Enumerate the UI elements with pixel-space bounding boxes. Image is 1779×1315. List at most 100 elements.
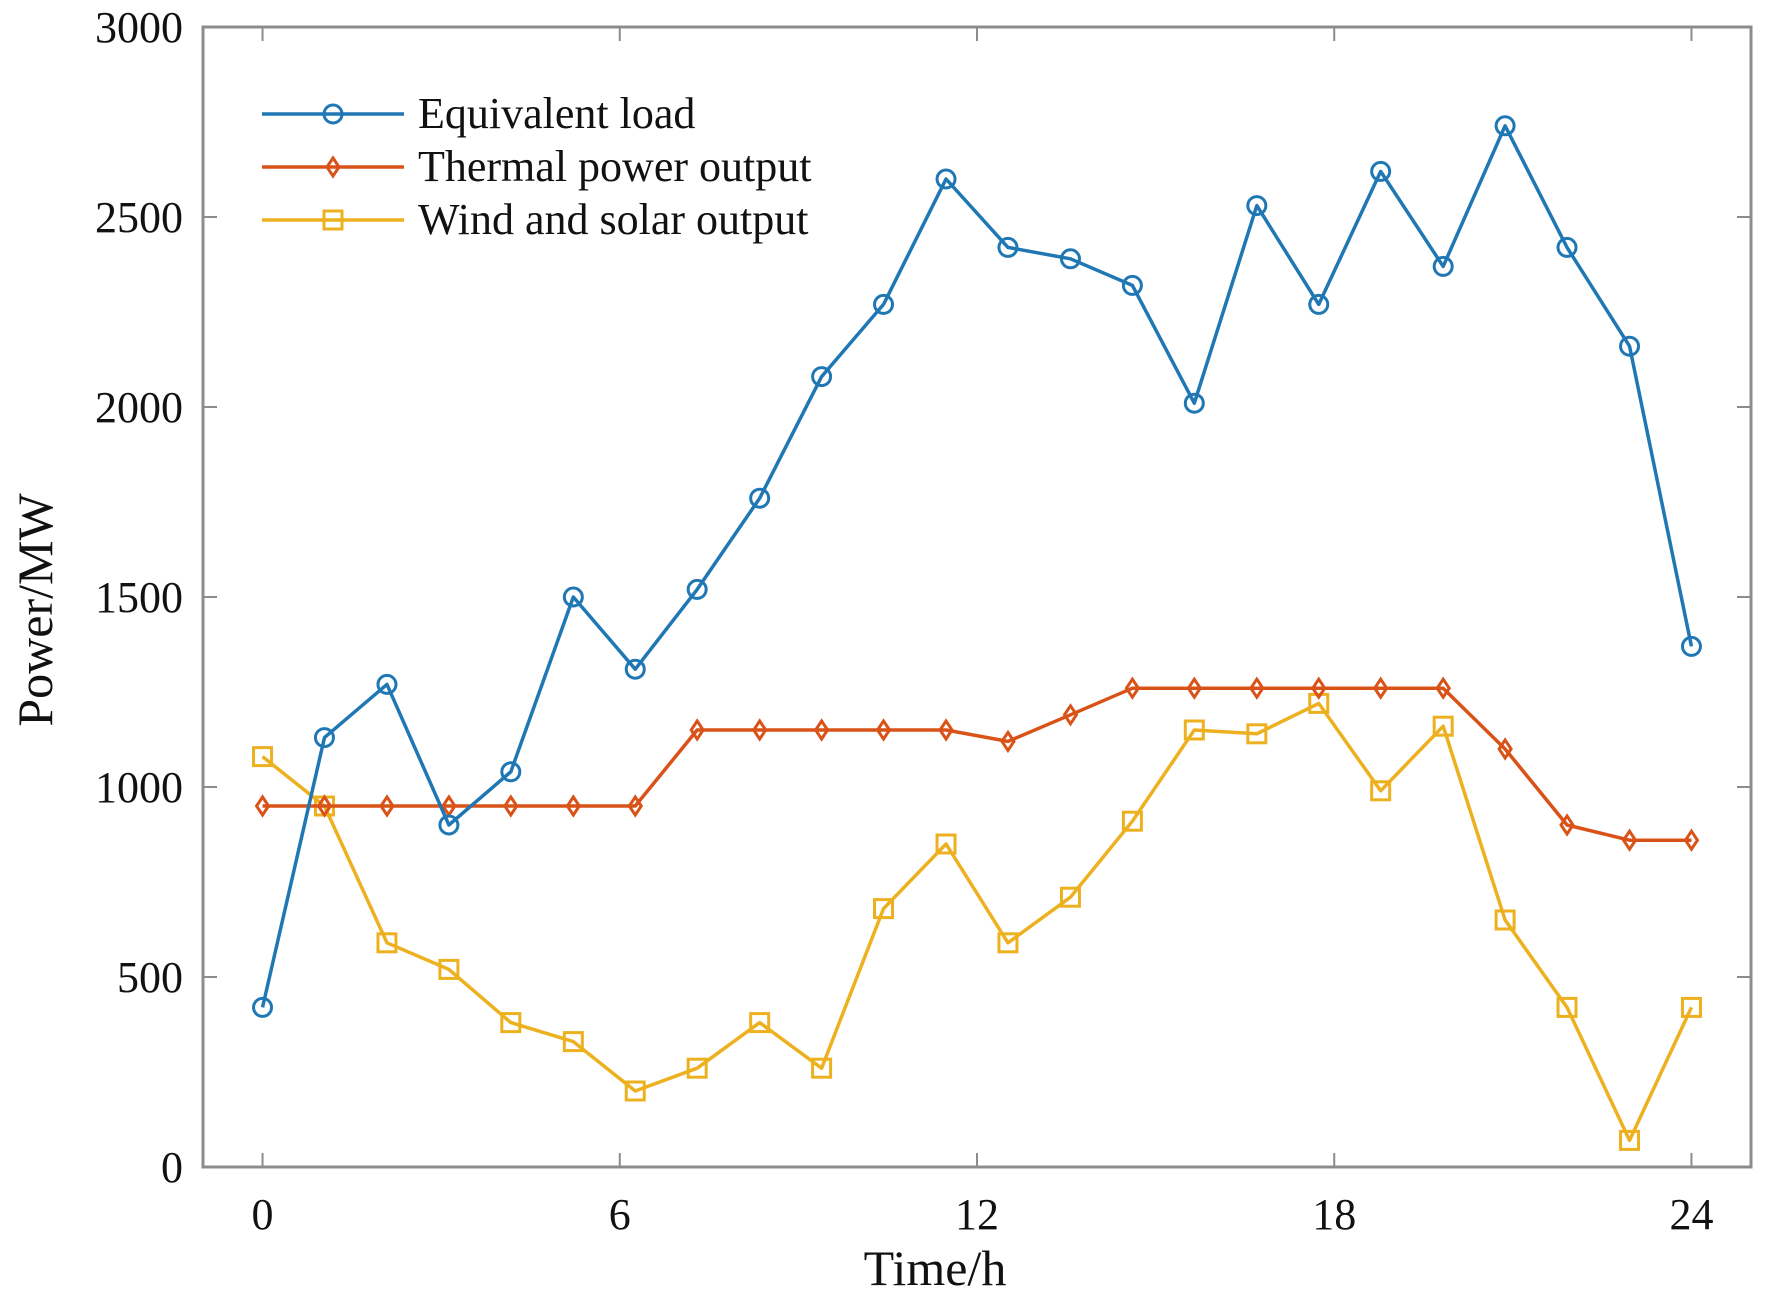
data-point xyxy=(1370,160,1392,182)
series-wind-and-solar-output xyxy=(252,692,1702,1151)
data-point xyxy=(627,794,644,818)
data-point xyxy=(749,1012,771,1034)
data-point xyxy=(438,958,460,980)
data-point xyxy=(1124,676,1141,700)
data-point xyxy=(1310,676,1327,700)
data-point xyxy=(1062,703,1079,727)
data-point xyxy=(1494,909,1516,931)
data-point xyxy=(686,1057,708,1079)
legend-marker xyxy=(325,155,341,179)
data-point xyxy=(1249,676,1265,700)
y-axis-title: Power/MW xyxy=(7,493,63,727)
data-point xyxy=(1000,729,1016,754)
data-point xyxy=(1121,274,1143,296)
data-point xyxy=(376,932,398,954)
data-point xyxy=(562,1031,584,1053)
data-point xyxy=(252,996,274,1018)
data-point xyxy=(376,673,398,695)
series-layer xyxy=(252,115,1702,1151)
data-point xyxy=(689,718,705,742)
legend-label: Wind and solar output xyxy=(418,195,809,244)
y-tick-label: 2000 xyxy=(95,383,183,432)
data-point xyxy=(873,898,895,920)
data-point xyxy=(1183,719,1205,741)
data-point xyxy=(811,366,833,388)
data-point xyxy=(313,727,335,749)
data-point xyxy=(1619,335,1641,357)
data-point xyxy=(1680,996,1702,1018)
data-point xyxy=(813,718,830,742)
data-point xyxy=(500,761,522,783)
data-point xyxy=(997,236,1019,258)
data-point xyxy=(1619,1129,1641,1151)
data-point xyxy=(1556,996,1578,1018)
x-tick-label: 6 xyxy=(609,1190,631,1239)
x-axis-title: Time/h xyxy=(864,1240,1007,1296)
series-thermal-power-output xyxy=(254,676,1700,852)
data-point xyxy=(749,487,771,509)
data-point xyxy=(1494,115,1516,137)
data-point xyxy=(562,586,584,608)
data-point xyxy=(1432,715,1454,737)
data-point xyxy=(1435,676,1451,700)
data-point xyxy=(1556,236,1578,258)
data-point xyxy=(1680,635,1702,657)
data-point xyxy=(252,746,274,768)
x-tick-label: 18 xyxy=(1312,1190,1356,1239)
data-point xyxy=(1186,676,1203,700)
data-point xyxy=(1246,195,1268,217)
data-point xyxy=(1372,676,1389,700)
legend-marker xyxy=(322,209,344,231)
y-tick-label: 3000 xyxy=(95,3,183,52)
y-tick-label: 1000 xyxy=(95,763,183,812)
data-point xyxy=(1559,813,1575,837)
data-point xyxy=(624,1080,646,1102)
legend-entry: Thermal power output xyxy=(262,142,811,191)
data-point xyxy=(1370,780,1392,802)
data-point xyxy=(1432,255,1454,277)
data-point xyxy=(1121,810,1143,832)
data-point xyxy=(438,814,460,836)
data-point xyxy=(751,718,768,742)
legend-marker xyxy=(322,103,344,125)
data-point xyxy=(1497,737,1513,761)
data-point xyxy=(938,718,954,742)
y-tick-label: 500 xyxy=(117,953,183,1002)
y-tick-label: 1500 xyxy=(95,573,183,622)
y-tick-label: 2500 xyxy=(95,193,183,242)
data-point xyxy=(1308,293,1330,315)
data-point xyxy=(1683,828,1700,852)
data-point xyxy=(503,794,519,818)
data-point xyxy=(500,1012,522,1034)
series-equivalent-load xyxy=(252,115,1702,1018)
data-point xyxy=(873,293,895,315)
plot-area xyxy=(201,25,1753,1169)
plot-border xyxy=(201,25,1753,1169)
x-tick-label: 12 xyxy=(955,1190,999,1239)
data-point xyxy=(997,932,1019,954)
legend-label: Thermal power output xyxy=(418,142,811,191)
data-point xyxy=(1059,886,1081,908)
axes: 0 500 1000 1500 2000 2500 3000 0 6 12 18 24 xyxy=(95,3,1751,1239)
data-point xyxy=(316,794,333,818)
x-tick-label: 24 xyxy=(1669,1190,1713,1239)
legend-entry: Equivalent load xyxy=(262,89,695,138)
data-point xyxy=(624,658,646,680)
y-tick-label: 0 xyxy=(161,1143,183,1192)
series-line xyxy=(262,686,1692,842)
data-point xyxy=(1183,392,1205,414)
legend-entry: Wind and solar output xyxy=(262,195,809,244)
series-line xyxy=(260,124,1694,1008)
data-point xyxy=(686,578,708,600)
data-point xyxy=(875,718,892,742)
data-point xyxy=(1621,828,1638,852)
x-tick-label: 0 xyxy=(252,1190,274,1239)
data-point xyxy=(935,168,957,190)
legend-label: Equivalent load xyxy=(418,89,695,138)
data-point xyxy=(811,1057,833,1079)
data-point xyxy=(1308,692,1330,714)
data-point xyxy=(565,794,582,818)
data-point xyxy=(935,833,957,855)
